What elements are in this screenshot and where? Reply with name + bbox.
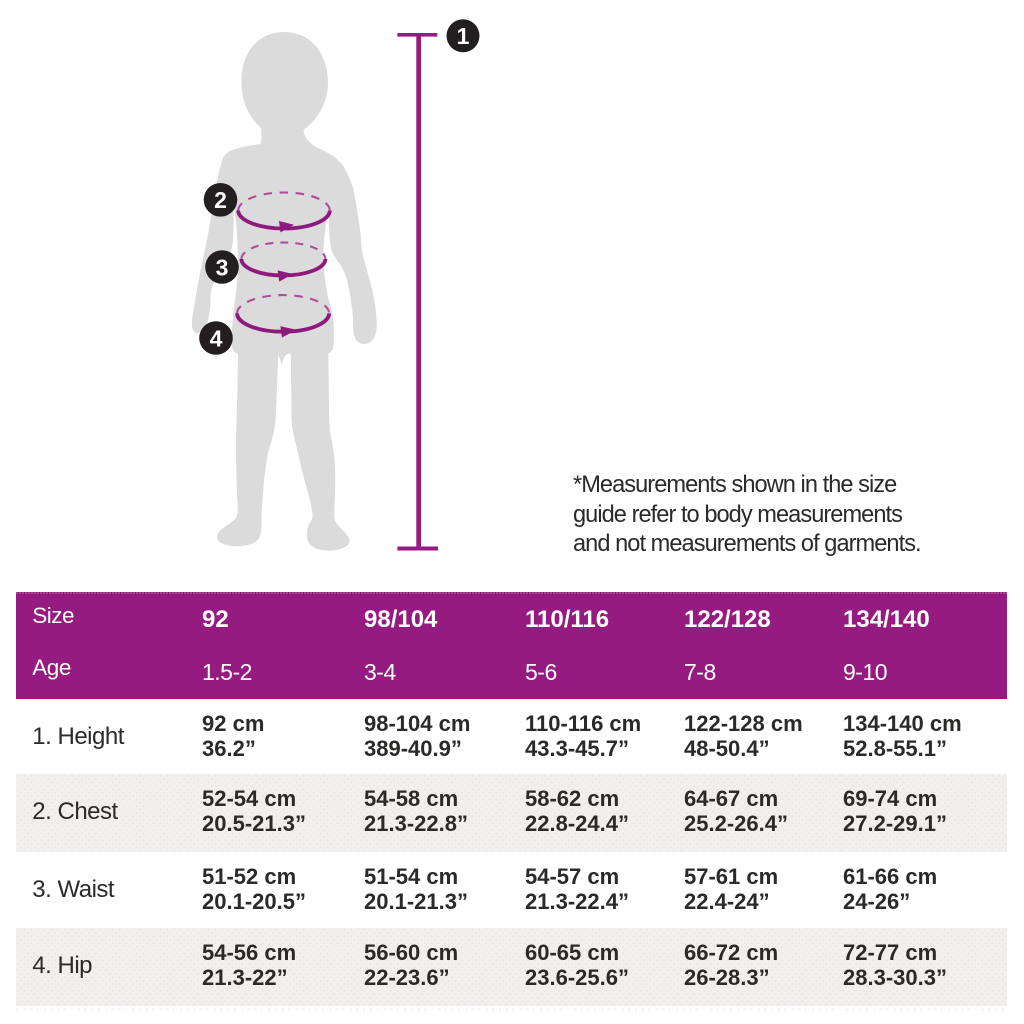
svg-text:3: 3 xyxy=(216,254,229,280)
svg-text:1: 1 xyxy=(457,23,470,49)
svg-text:4: 4 xyxy=(210,325,223,351)
svg-text:2: 2 xyxy=(214,187,227,213)
